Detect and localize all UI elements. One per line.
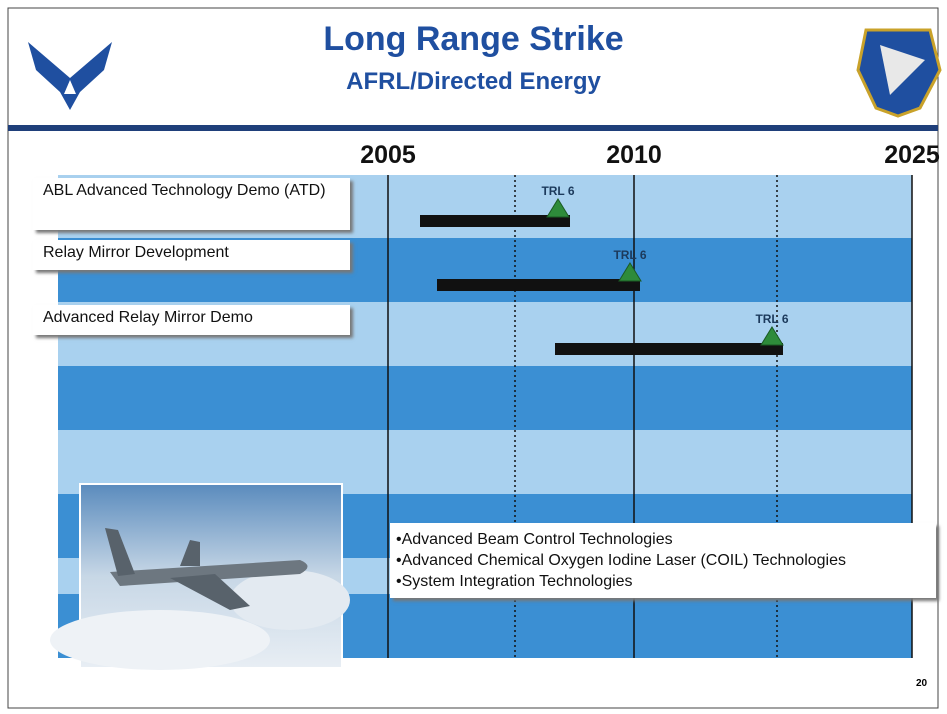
photo: [50, 484, 350, 670]
subtitle: AFRL/Directed Energy: [0, 68, 947, 96]
year-label: 2010: [606, 141, 662, 170]
bullet: •System Integration Technologies: [396, 571, 936, 592]
title: Long Range Strike: [0, 20, 947, 59]
slide-graphics: [0, 0, 947, 714]
program-bar: [437, 279, 640, 291]
year-label: 2025: [884, 141, 940, 170]
program-label: Relay Mirror Development: [33, 240, 350, 270]
timeline-band: [58, 366, 912, 430]
milestone-label: TRL 6: [613, 248, 646, 262]
bullet-box: •Advanced Beam Control Technologies •Adv…: [390, 523, 936, 598]
bullet: •Advanced Beam Control Technologies: [396, 529, 936, 550]
header-rule: [8, 125, 938, 131]
year-label: 2005: [360, 141, 416, 170]
page-number: 20: [916, 678, 927, 689]
milestone-label: TRL 6: [755, 312, 788, 326]
bullet: •Advanced Chemical Oxygen Iodine Laser (…: [396, 550, 936, 571]
milestone-label: TRL 6: [541, 184, 574, 198]
program-bar: [555, 343, 783, 355]
slide: Long Range Strike AFRL/Directed Energy •…: [0, 0, 947, 714]
program-label: Advanced Relay Mirror Demo: [33, 305, 350, 335]
program-label: ABL Advanced Technology Demo (ATD): [33, 178, 350, 230]
